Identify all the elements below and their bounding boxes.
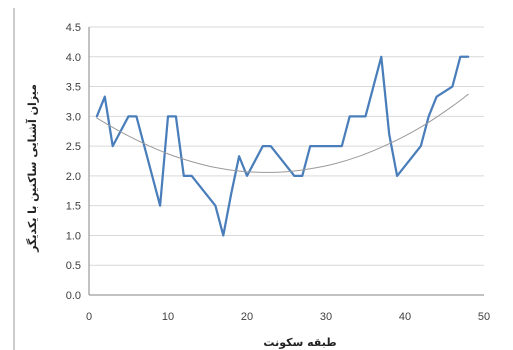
x-tick-label: 50 [478,311,490,323]
y-tick-label: 1.0 [66,230,81,242]
trendline [96,93,469,173]
x-tick-label: 30 [320,311,332,323]
y-axis-title: میزان آشنایی ساکنین با یکدیگر [25,84,39,253]
axes [88,27,484,296]
x-tick-label: 10 [162,311,174,323]
y-tick-label: 1.5 [66,201,81,213]
y-tick-label: 4.0 [66,52,81,64]
y-tick-label: 4.5 [66,22,81,34]
y-tick-label: 2.5 [66,141,81,153]
series [95,55,470,237]
y-tick-label: 0.0 [66,290,81,302]
x-tick-label: 0 [86,311,92,323]
data-series-line [95,55,470,237]
y-tick-label: 2.0 [66,171,81,183]
y-tick-label: 0.5 [66,260,81,272]
y-tick-labels: 0.0 0.5 1.0 1.5 2.0 2.5 3.0 3.5 4.0 4.5 [66,22,81,302]
x-tick-label: 40 [399,311,411,323]
x-axis-title: طبقه سکونت [263,336,336,349]
y-tick-label: 3.5 [66,82,81,94]
x-tick-labels: 0 10 20 30 40 50 [86,311,490,323]
y-tick-label: 3.0 [66,111,81,123]
x-tick-label: 20 [241,311,253,323]
gridlines [89,26,484,266]
